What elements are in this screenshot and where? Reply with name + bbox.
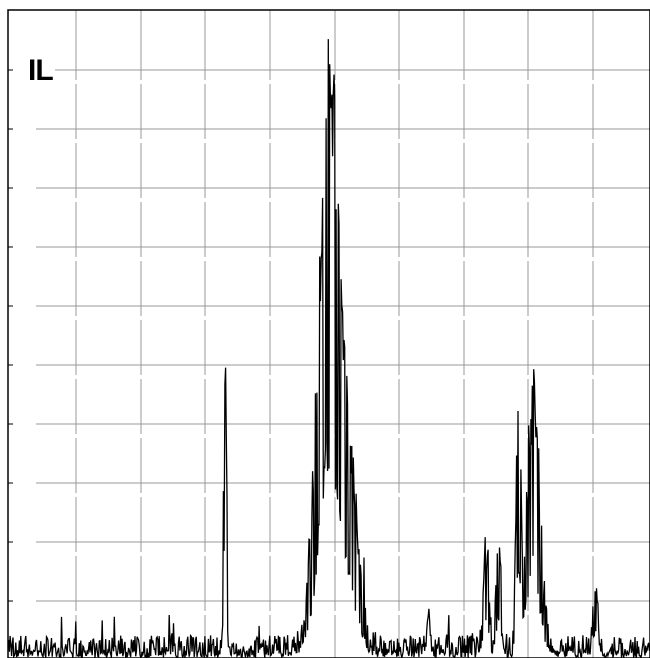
- grid: [36, 10, 650, 658]
- panel-label: IL: [26, 54, 55, 87]
- axis-ticks: [8, 69, 13, 602]
- plot-border: [7, 9, 650, 658]
- spectrum-series-line: [7, 39, 650, 658]
